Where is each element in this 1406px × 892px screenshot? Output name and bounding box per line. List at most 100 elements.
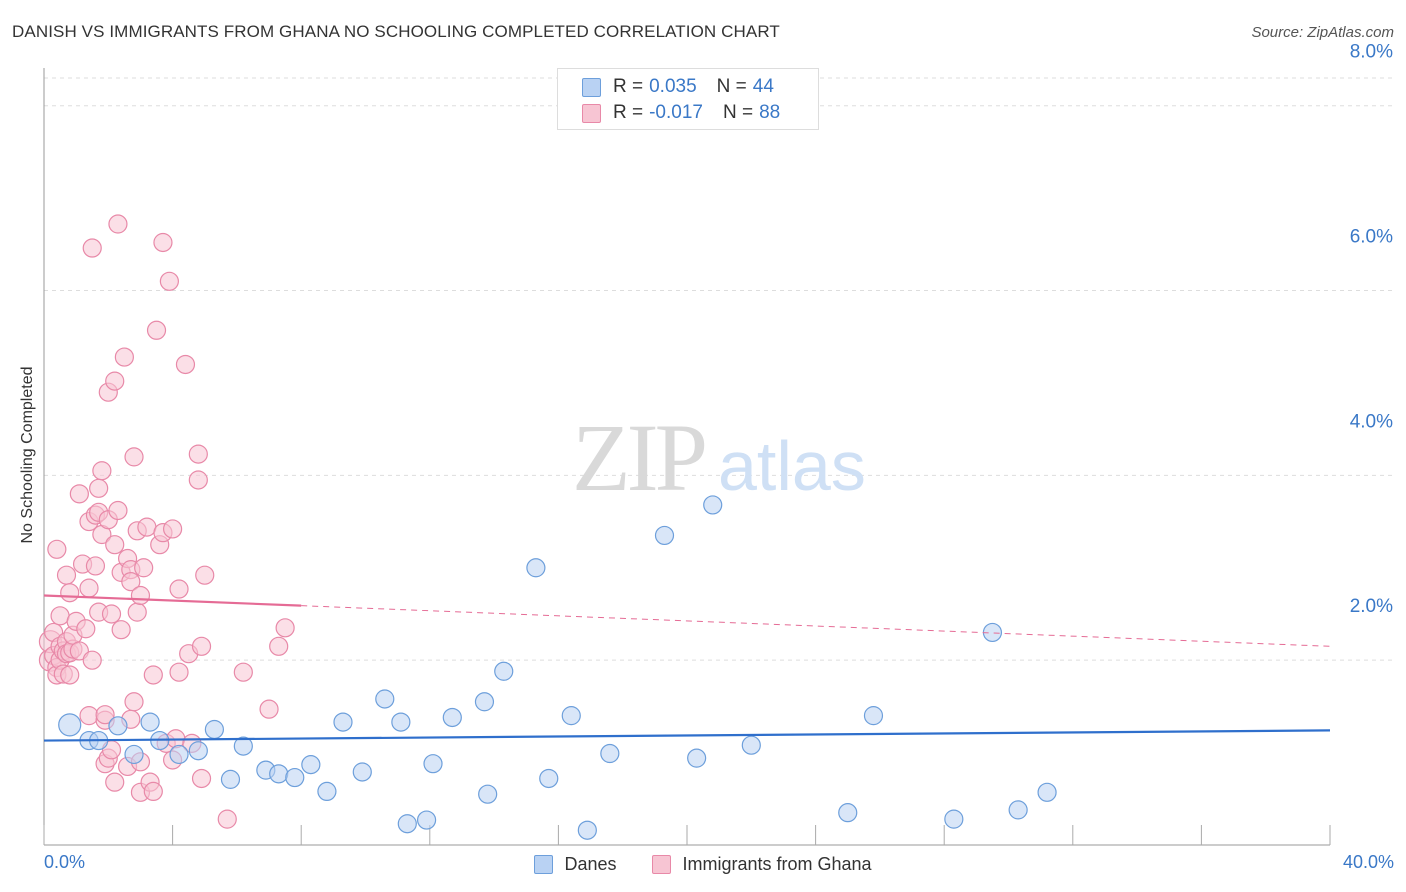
ghana-point [159, 271, 179, 291]
ghana-point [95, 705, 115, 725]
danes-point [108, 716, 128, 736]
danes-point [577, 820, 597, 840]
legend-r-value: -0.017 [649, 102, 703, 123]
ghana-point [163, 519, 183, 539]
danes-point [423, 754, 443, 774]
ghana-point [85, 556, 106, 576]
danes-point [442, 707, 462, 728]
ghana-point [76, 619, 96, 639]
ghana-point [137, 517, 157, 537]
watermark-atlas: atlas [718, 427, 866, 505]
ghana-point [101, 604, 122, 624]
danes-point [687, 748, 707, 768]
danes-point [269, 764, 289, 784]
danes-point [600, 743, 620, 764]
danes-points [58, 495, 1057, 840]
legend-swatch-danes [534, 854, 554, 874]
danes-point [58, 713, 82, 737]
danes-point [1037, 782, 1057, 802]
ghana-point [56, 565, 77, 585]
danes-point [539, 768, 559, 789]
ghana-point [60, 583, 80, 603]
ghana-point [50, 606, 70, 626]
danes-point [333, 712, 353, 732]
trend-line-solid [43, 594, 302, 607]
danes-point [375, 689, 395, 709]
legend-r-value: 0.035 [649, 76, 697, 97]
ghana-point [259, 699, 279, 719]
ghana-point [60, 665, 80, 685]
legend-n-label: N = [722, 102, 754, 123]
axes [43, 68, 1331, 846]
ghana-point [108, 214, 128, 234]
legend-row-ghana: R = -0.017 N = 88 [582, 101, 780, 125]
ghana-point [82, 650, 102, 670]
y-tick-labels: 2.0% 4.0% 6.0% 8.0% [1350, 42, 1393, 617]
y-tick-label: 2.0% [1350, 596, 1393, 617]
legend-n-label: N = [716, 76, 747, 97]
trend-line-solid [43, 729, 1331, 742]
danes-point [140, 712, 160, 732]
legend-label-danes: Danes [564, 853, 617, 874]
ghana-point [105, 371, 125, 391]
legend-label-ghana: Immigrants from Ghana [682, 853, 872, 874]
danes-point [285, 767, 305, 788]
danes-point [494, 661, 514, 681]
danes-point [703, 495, 723, 515]
ghana-point [195, 565, 215, 585]
danes-point [169, 744, 189, 765]
danes-point [863, 706, 884, 726]
ghana-point [105, 772, 125, 792]
ghana-point [217, 809, 237, 829]
x-tick-min: 0.0% [44, 852, 86, 872]
ghana-point [89, 478, 109, 498]
legend-item-danes: Danes [534, 854, 616, 875]
chart-title: DANISH VS IMMIGRANTS FROM GHANA NO SCHOO… [12, 22, 780, 41]
ghana-point [69, 641, 89, 661]
ghana-point [269, 636, 289, 656]
ghana-point [188, 444, 208, 464]
danes-point [397, 814, 417, 834]
x-tick-max: 40.0% [1342, 852, 1394, 872]
danes-point [478, 784, 498, 804]
danes-point [1008, 800, 1028, 820]
ghana-point [105, 535, 125, 555]
danes-point [654, 525, 675, 546]
ghana-point [47, 539, 67, 559]
danes-point [317, 781, 337, 802]
watermark-zip: ZIP [572, 404, 705, 511]
danes-point [233, 736, 253, 756]
ghana-point [114, 347, 134, 367]
danes-point [944, 809, 964, 829]
ghana-point [188, 470, 208, 490]
ghana-point [124, 692, 144, 712]
ghana-point [143, 781, 163, 802]
danes-point [188, 741, 208, 761]
legend-swatch-ghana [652, 854, 672, 874]
ghana-point [108, 500, 128, 521]
danes-point [741, 735, 761, 755]
legend-n-value: 88 [759, 102, 781, 123]
gridlines [44, 77, 1392, 661]
ghana-point [130, 585, 151, 606]
danes-point [561, 706, 581, 726]
danes-point [204, 719, 224, 740]
ghana-point [175, 354, 196, 375]
ghana-point [143, 665, 163, 685]
ghana-point [79, 706, 99, 726]
ghana-point [169, 579, 189, 599]
ghana-point [153, 232, 173, 253]
legend-swatch-danes [582, 77, 601, 97]
danes-point [416, 810, 437, 830]
legend-n-value: 44 [752, 76, 774, 97]
ghana-point [111, 620, 131, 640]
legend-r-label: R = [613, 76, 644, 97]
trend-line-dashed [301, 605, 1331, 647]
legend-item-ghana: Immigrants from Ghana [652, 853, 872, 875]
series-legend: Danes Immigrants from Ghana [0, 852, 1406, 876]
ghana-point [124, 447, 144, 467]
watermark: ZIP atlas [572, 404, 866, 511]
danes-point [526, 558, 546, 578]
ghana-point [146, 320, 167, 340]
